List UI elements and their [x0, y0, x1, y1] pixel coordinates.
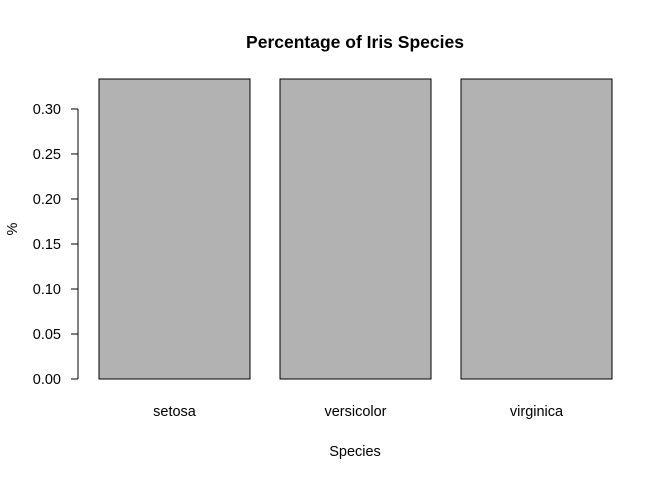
y-tick-label: 0.00	[33, 372, 61, 388]
y-tick-label: 0.25	[33, 147, 61, 163]
x-axis-category-labels: setosa versicolor virginica	[153, 404, 564, 420]
y-axis: 0.00 0.05 0.10 0.15 0.20 0.25 0.30	[33, 102, 79, 388]
y-tick-label: 0.30	[33, 102, 61, 118]
x-axis-label: Species	[329, 444, 381, 460]
y-tick-label: 0.20	[33, 192, 61, 208]
bar-setosa	[98, 78, 251, 380]
bar-versicolor	[279, 78, 432, 380]
x-tick-label-setosa: setosa	[153, 404, 197, 420]
y-axis-label: %	[5, 222, 21, 235]
chart-title: Percentage of Iris Species	[246, 32, 464, 52]
y-tick-label: 0.15	[33, 237, 61, 253]
y-tick-label: 0.10	[33, 282, 61, 298]
x-tick-label-virginica: virginica	[510, 404, 564, 420]
x-tick-label-versicolor: versicolor	[324, 404, 386, 420]
y-tick-label: 0.05	[33, 327, 61, 343]
bars-group	[98, 78, 613, 380]
bar-virginica	[460, 78, 613, 380]
